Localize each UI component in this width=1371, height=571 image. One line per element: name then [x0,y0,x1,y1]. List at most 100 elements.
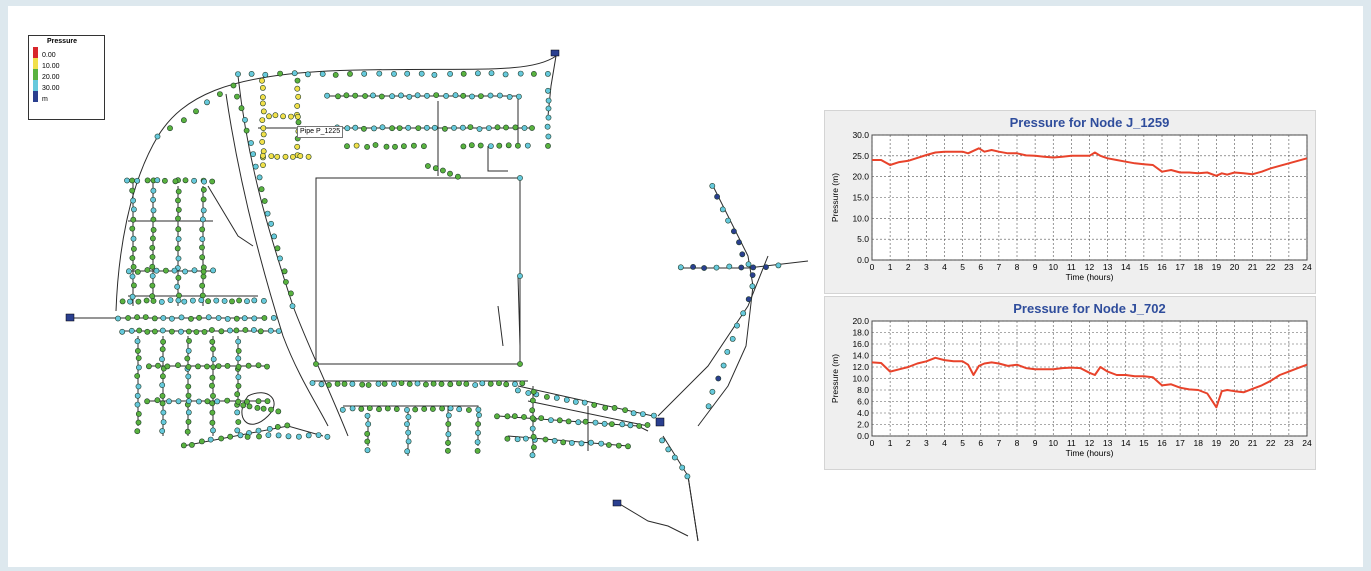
junction-node [404,70,411,77]
junction-node [445,439,451,446]
junction-node [474,70,481,77]
chart-panel-j702[interactable]: Pressure for Node J_702 0.0 2.0 4.0 6.0 8.0 10… [824,296,1316,470]
junction-node [341,380,348,387]
junction-node [134,347,141,354]
junction-node [530,388,537,395]
junction-node [517,70,524,77]
junction-node [469,93,475,100]
junction-node [371,125,377,132]
x-tick-label: 12 [1085,262,1095,272]
junction-node [396,125,403,131]
junction-node [189,297,196,304]
junction-node [487,143,494,149]
network-map-canvas[interactable]: Pressure 0.00 10.00 20.00 30.00 m Pipe P… [8,6,1363,567]
junction-node [545,114,552,121]
junction-node [418,70,425,77]
junction-node [447,381,454,388]
x-tick-label: 10 [1049,438,1059,448]
legend-row: 30.00 [33,80,99,92]
legend-swatch-cyan [33,80,38,91]
y-tick-label: 4.0 [857,408,869,418]
junction-node [343,92,350,99]
junction-node [126,268,132,275]
junction-node [129,187,136,194]
junction-node [191,177,197,184]
junction-node [431,72,438,78]
junction-node [164,363,171,370]
junction-node [503,124,509,131]
x-tick-label: 15 [1139,438,1149,448]
junction-node [200,196,207,203]
junction-node [530,397,536,404]
junction-node [280,113,286,120]
junction-node [389,93,395,100]
x-tick-label: 14 [1121,438,1131,448]
junction-node [268,406,274,413]
pipe [241,392,275,425]
pressure-series-line [871,356,1308,409]
junction-node [198,438,205,445]
junction-node [255,362,262,369]
junction-node [200,268,207,275]
junction-node [115,315,121,322]
junction-node [474,439,481,445]
junction-node [456,380,462,387]
junction-node [243,127,250,134]
junction-node [488,70,495,77]
x-tick-label: 21 [1248,438,1258,448]
junction-node [262,71,269,78]
pressure-chart-j702[interactable]: Pressure for Node J_7020.02.04.06.08.010… [825,297,1315,469]
junction-node [709,388,716,395]
x-tick-label: 24 [1302,438,1312,448]
junction-node [651,412,657,419]
pressure-chart-j1259[interactable]: Pressure for Node J_12590.05.010.015.020… [825,111,1315,293]
junction-node [200,207,207,214]
junction-node [281,268,288,275]
junction-node [433,92,440,98]
junction-node [406,381,413,387]
junction-node [142,314,149,320]
junction-node [460,143,467,150]
junction-node [522,435,529,442]
junction-node [465,407,472,413]
junction-node [224,397,231,404]
junction-node [472,382,479,388]
junction-node [438,381,445,387]
junction-node [204,398,211,405]
junction-node [545,133,552,140]
junction-node [404,421,410,427]
junction-node [506,94,513,100]
junction-node [625,443,631,450]
chart-title: Pressure for Node J_1259 [1010,115,1170,130]
junction-node [153,267,160,274]
junction-node [439,167,446,174]
junction-node [502,71,509,78]
x-tick-label: 4 [942,262,947,272]
junction-node [199,254,206,261]
junction-node [264,363,270,370]
chart-panel-j1259[interactable]: Pressure for Node J_1259 0.0 5.0 10.0 15.0 20… [824,110,1316,294]
junction-node [519,380,526,387]
junction-node [265,432,272,438]
junction-node [349,380,356,387]
junction-node [383,143,390,150]
x-tick-label: 23 [1284,262,1294,272]
junction-node [295,119,302,126]
junction-node [174,245,181,252]
junction-node [241,315,248,322]
junction-node [196,314,202,321]
junction-node [305,432,312,439]
junction-node [119,298,126,305]
junction-node [531,444,537,451]
x-tick-label: 8 [1015,438,1020,448]
junction-node [130,216,137,223]
junction-node [159,400,166,407]
junction-node [361,70,368,77]
junction-node [134,428,141,435]
junction-node [515,93,522,100]
pipe-network-map[interactable] [8,6,1363,567]
legend-title: Pressure [47,38,77,45]
junction-node [477,142,484,149]
junction-node [205,298,211,305]
junction-node [529,407,536,414]
